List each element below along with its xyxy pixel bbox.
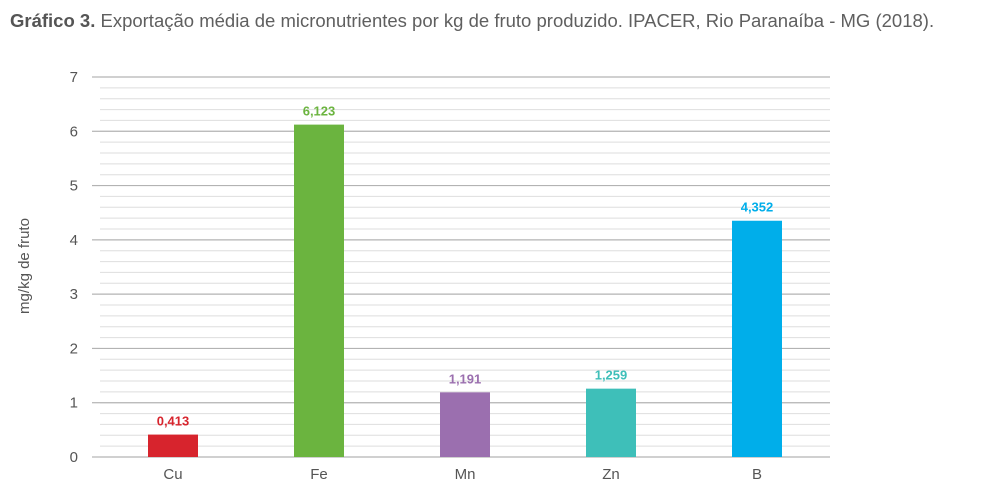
y-tick-label: 4 xyxy=(70,232,78,249)
x-category-fe: Fe xyxy=(310,466,328,483)
y-tick-label: 2 xyxy=(70,340,78,357)
y-axis-label: mg/kg de fruto xyxy=(16,218,33,314)
x-category-b: B xyxy=(752,466,762,483)
data-label-cu: 0,413 xyxy=(157,414,190,429)
x-axis-categories: Cu Fe Mn Zn B xyxy=(163,466,762,483)
bar-b xyxy=(732,220,782,457)
data-label-fe: 6,123 xyxy=(303,104,336,119)
gridlines xyxy=(100,76,830,458)
caption-lead: Gráfico 3. xyxy=(10,10,96,31)
data-label-b: 4,352 xyxy=(741,200,774,215)
y-tick-label: 0 xyxy=(70,449,78,466)
y-tick-label: 5 xyxy=(70,178,78,195)
chart-caption: Gráfico 3. Exportação média de micronutr… xyxy=(10,10,995,32)
data-label-mn: 1,191 xyxy=(449,371,482,386)
bar-zn xyxy=(586,388,636,457)
bars xyxy=(148,124,782,457)
x-category-zn: Zn xyxy=(602,466,620,483)
x-category-cu: Cu xyxy=(163,466,182,483)
y-axis-ticks: 0 1 2 3 4 5 6 7 xyxy=(70,69,100,466)
x-category-mn: Mn xyxy=(455,466,476,483)
data-labels: 0,413 6,123 1,191 1,259 4,352 xyxy=(157,104,774,429)
data-label-zn: 1,259 xyxy=(595,368,628,383)
y-tick-label: 7 xyxy=(70,69,78,86)
caption-text: Exportação média de micronutrientes por … xyxy=(100,10,935,31)
bar-cu xyxy=(148,434,198,457)
y-tick-label: 6 xyxy=(70,123,78,140)
bar-fe xyxy=(294,124,344,457)
y-tick-label: 1 xyxy=(70,395,78,412)
bar-mn xyxy=(440,392,490,457)
y-tick-label: 3 xyxy=(70,286,78,303)
